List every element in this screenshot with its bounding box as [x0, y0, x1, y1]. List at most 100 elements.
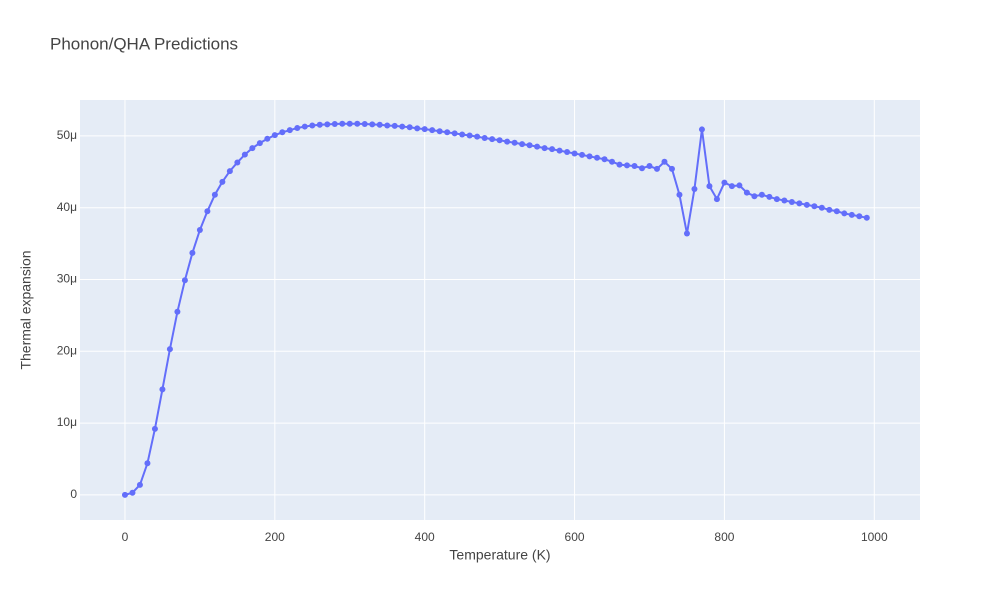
- data-point: [144, 460, 151, 467]
- data-point: [728, 183, 735, 190]
- data-point: [736, 182, 743, 189]
- x-tick-label: 0: [122, 530, 129, 544]
- x-tick-label: 1000: [861, 530, 888, 544]
- data-point: [451, 130, 458, 137]
- data-point: [181, 277, 188, 284]
- y-tick-label: 10μ: [57, 415, 77, 429]
- data-point: [788, 198, 795, 205]
- data-point: [564, 149, 571, 156]
- data-point: [511, 139, 518, 146]
- data-point: [519, 141, 526, 148]
- data-point: [721, 179, 728, 186]
- data-point: [361, 121, 368, 128]
- data-point: [713, 196, 720, 203]
- data-point: [856, 213, 863, 220]
- data-point: [121, 491, 128, 498]
- data-point: [631, 163, 638, 170]
- data-point: [136, 481, 143, 488]
- data-point: [346, 120, 353, 127]
- data-point: [369, 121, 376, 128]
- data-point: [556, 147, 563, 154]
- data-point: [601, 156, 608, 163]
- data-point: [796, 200, 803, 207]
- data-point: [159, 386, 166, 393]
- data-point: [534, 143, 541, 150]
- data-point: [489, 136, 496, 143]
- data-point: [376, 121, 383, 128]
- data-point: [668, 165, 675, 172]
- data-point: [751, 193, 758, 200]
- x-tick-label: 200: [265, 530, 285, 544]
- data-point: [256, 140, 263, 147]
- chart-title: Phonon/QHA Predictions: [50, 34, 238, 53]
- y-axis-title: Thermal expansion: [18, 250, 34, 369]
- data-point: [781, 197, 788, 204]
- data-point: [758, 191, 765, 198]
- data-point: [286, 127, 293, 134]
- data-point: [384, 122, 391, 129]
- data-point: [204, 208, 211, 215]
- data-point: [504, 138, 511, 145]
- data-point: [211, 191, 218, 198]
- data-point: [391, 122, 398, 129]
- data-point: [414, 125, 421, 132]
- data-point: [571, 150, 578, 157]
- data-point: [526, 142, 533, 149]
- y-tick-label: 40μ: [57, 200, 77, 214]
- data-point: [324, 121, 331, 128]
- data-point: [279, 129, 286, 136]
- data-point: [354, 120, 361, 127]
- data-point: [803, 201, 810, 208]
- data-point: [271, 132, 278, 139]
- data-point: [766, 193, 773, 200]
- data-point: [249, 145, 256, 152]
- y-tick-label: 20μ: [57, 343, 77, 357]
- data-point: [833, 208, 840, 215]
- data-point: [301, 123, 308, 130]
- data-point: [421, 126, 428, 133]
- data-point: [466, 132, 473, 139]
- data-point: [174, 308, 181, 315]
- data-point: [219, 178, 226, 185]
- data-point: [848, 211, 855, 218]
- data-point: [316, 121, 323, 128]
- data-point: [264, 135, 271, 142]
- data-line: [124, 122, 867, 496]
- data-point: [241, 151, 248, 158]
- data-point: [706, 183, 713, 190]
- x-axis-title: Temperature (K): [449, 547, 550, 563]
- data-point: [459, 131, 466, 138]
- y-tick-label: 30μ: [57, 272, 77, 286]
- data-point: [863, 214, 870, 221]
- data-point: [841, 210, 848, 217]
- data-point: [826, 206, 833, 213]
- data-point: [406, 124, 413, 131]
- data-point: [541, 145, 548, 152]
- x-tick-label: 800: [714, 530, 734, 544]
- data-point: [474, 133, 481, 140]
- data-point: [549, 146, 556, 153]
- data-point: [294, 125, 301, 131]
- data-point: [811, 203, 818, 210]
- data-point: [579, 151, 586, 158]
- x-tick-label: 600: [565, 530, 585, 544]
- data-point: [226, 168, 233, 175]
- data-point: [444, 129, 451, 136]
- data-point: [676, 191, 683, 198]
- data-point: [339, 120, 346, 127]
- data-point: [436, 128, 443, 135]
- data-point: [594, 154, 601, 161]
- data-point: [586, 153, 593, 160]
- data-point: [496, 137, 503, 144]
- plot-area: [80, 100, 920, 520]
- y-tick-label: 0: [70, 487, 77, 501]
- data-point: [683, 230, 690, 237]
- data-point: [189, 249, 196, 256]
- data-point: [773, 196, 780, 203]
- data-point: [166, 346, 173, 353]
- data-point: [624, 162, 631, 169]
- data-point: [653, 165, 660, 172]
- data-point: [151, 425, 158, 432]
- data-point: [698, 126, 705, 133]
